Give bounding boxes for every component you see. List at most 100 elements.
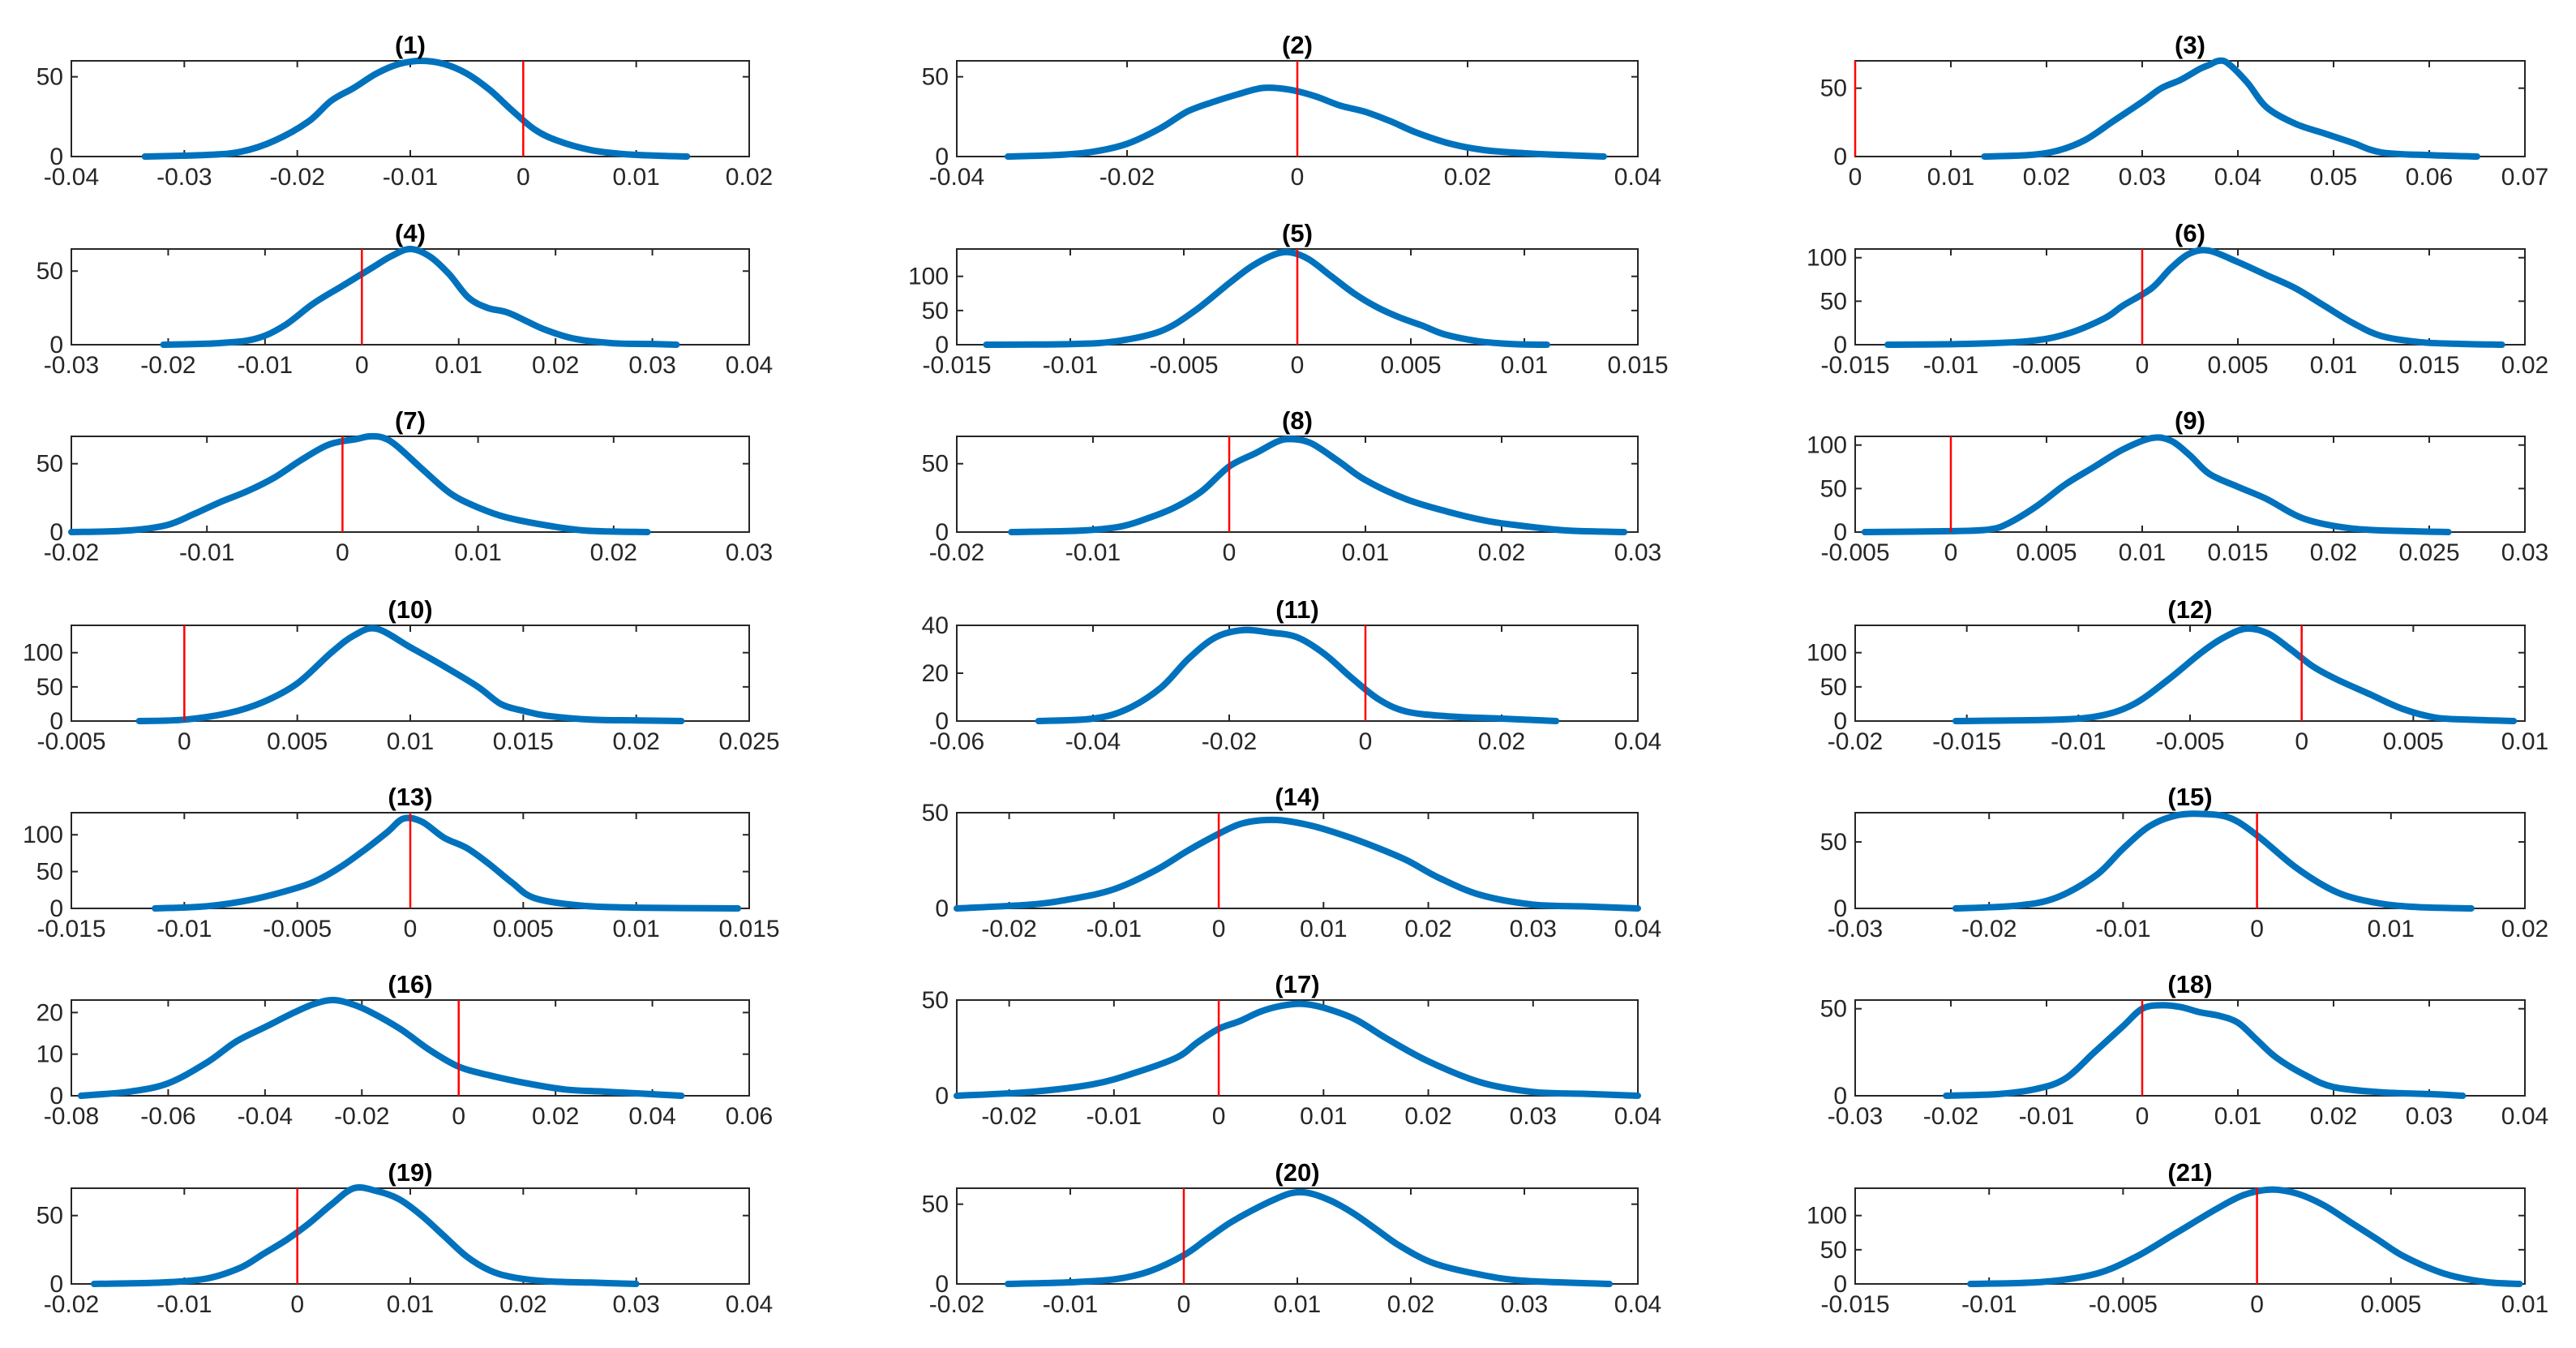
density-line-21 <box>1967 1186 2523 1287</box>
y-tick-label: 0 <box>1833 519 1847 546</box>
x-tick-label: 0 <box>1944 539 1958 566</box>
subplot-title-13: (13) <box>388 783 432 811</box>
density-line-8 <box>1008 436 1628 535</box>
x-tick-label: -0.015 <box>1820 1291 1889 1318</box>
x-tick-label: 0 <box>452 1103 465 1130</box>
x-tick-label: -0.02 <box>1923 1103 1978 1130</box>
subplot-title-12: (12) <box>2167 595 2212 624</box>
y-tick-label: 10 <box>36 1041 63 1068</box>
x-tick-label: -0.005 <box>1149 352 1218 379</box>
x-tick-label: -0.04 <box>44 164 99 191</box>
subplot-title-20: (20) <box>1275 1158 1319 1187</box>
x-tick-label: 0.01 <box>454 539 501 566</box>
y-tick-label: 100 <box>908 264 949 290</box>
x-tick-label: -0.02 <box>929 539 984 566</box>
plot-area-18 <box>1854 999 2526 1097</box>
y-tick-label: 0 <box>935 1083 949 1110</box>
x-tick-label: 0.01 <box>1342 539 1389 566</box>
plot-area-20 <box>956 1187 1639 1285</box>
x-tick-label: 0.01 <box>2214 1103 2261 1130</box>
x-tick-label: 0.07 <box>2501 164 2548 191</box>
x-tick-label: 0.005 <box>1380 352 1441 379</box>
x-tick-label: 0.02 <box>612 728 659 755</box>
x-tick-label: 0 <box>1177 1291 1191 1318</box>
x-tick-label: -0.01 <box>156 1291 212 1318</box>
x-tick-label: 0.04 <box>1614 1291 1661 1318</box>
x-tick-label: -0.02 <box>1961 916 2017 942</box>
subplot-7: -0.02 -0.01 0 0.01 0.02 0.03 0 50 (7) <box>36 406 774 566</box>
x-tick-label: -0.02 <box>1099 164 1155 191</box>
x-tick-label: 0 <box>1849 164 1862 191</box>
x-tick-label: 0.03 <box>2501 539 2548 566</box>
x-tick-label: 0.04 <box>1614 728 1661 755</box>
x-tick-label: 0.02 <box>1478 728 1525 755</box>
plot-area-9 <box>1854 436 2526 533</box>
y-tick-label: 20 <box>36 999 63 1026</box>
subplot-title-6: (6) <box>2175 219 2205 247</box>
y-tick-label: 0 <box>49 895 63 922</box>
density-line-1 <box>141 58 691 160</box>
density-line-20 <box>1005 1188 1613 1287</box>
x-tick-label: 0 <box>404 916 418 942</box>
subplot-13: -0.015 -0.01 -0.005 0 0.005 0.01 0.015 0 50 100 (1… <box>23 783 780 942</box>
density-line-16 <box>77 997 685 1099</box>
x-tick-label: -0.02 <box>44 1291 99 1318</box>
subplot-21: -0.015 -0.01 -0.005 0 0.005 0.01 0 50 100 (21) <box>1807 1158 2548 1318</box>
x-tick-label: 0 <box>516 164 530 191</box>
y-tick-label: 0 <box>935 1271 949 1298</box>
x-tick-label: 0.01 <box>2501 728 2548 755</box>
x-tick-label: -0.015 <box>1932 728 2001 755</box>
x-tick-label: -0.02 <box>981 916 1036 942</box>
x-tick-label: -0.015 <box>1820 352 1889 379</box>
subplot-9: -0.005 0 0.005 0.01 0.015 0.02 0.025 0.03050100… <box>1807 406 2548 566</box>
x-tick-label: 0 <box>2250 916 2264 942</box>
x-tick-label: 0.03 <box>628 352 675 379</box>
x-tick-label: 0.04 <box>726 1291 773 1318</box>
x-tick-label: -0.015 <box>922 352 991 379</box>
x-tick-label: 0.01 <box>1501 352 1548 379</box>
y-tick-label: 0 <box>1833 332 1847 358</box>
y-tick-label: 50 <box>1820 288 1847 315</box>
x-tick-label: 0.02 <box>1404 1103 1451 1130</box>
x-tick-label: -0.02 <box>1202 728 1257 755</box>
x-tick-label: 0.04 <box>2214 164 2261 191</box>
x-tick-label: 0.04 <box>1614 164 1661 191</box>
y-tick-label: 0 <box>49 519 63 546</box>
x-tick-label: -0.04 <box>929 164 984 191</box>
plot-area-15 <box>1854 812 2526 909</box>
x-tick-label: 0.01 <box>1927 164 1974 191</box>
x-tick-label: 0.06 <box>726 1103 773 1130</box>
subplot-6: -0.015 -0.01 -0.005 0 0.005 0.01 0.015 0.02 0 50 1… <box>1807 219 2548 379</box>
y-tick-label: 0 <box>1833 1083 1847 1110</box>
subplot-title-5: (5) <box>1282 219 1313 247</box>
subplot-title-15: (15) <box>2167 783 2212 811</box>
plot-area-6 <box>1854 248 2526 346</box>
x-tick-label: 0.025 <box>718 728 779 755</box>
x-tick-label: 0.03 <box>2406 1103 2453 1130</box>
x-tick-label: 0 <box>336 539 349 566</box>
plot-area-4 <box>71 248 750 346</box>
x-tick-label: 0.02 <box>499 1291 546 1318</box>
x-tick-label: 0.015 <box>2207 539 2268 566</box>
x-tick-label: 0 <box>1359 728 1373 755</box>
x-tick-label: 0.01 <box>435 352 482 379</box>
x-tick-label: -0.01 <box>156 916 212 942</box>
x-tick-label: 0.02 <box>1387 1291 1434 1318</box>
subplot-5: -0.015 -0.01 -0.005 0 0.005 0.01 0.015 0 50 100 (5… <box>908 219 1669 379</box>
density-line-14 <box>954 816 1641 912</box>
plot-area-11 <box>956 625 1639 722</box>
x-tick-label: 0.03 <box>726 539 773 566</box>
subplot-title-14: (14) <box>1275 783 1319 811</box>
plot-area-14 <box>956 812 1639 909</box>
subplot-3: 0 0.01 0.02 0.03 0.04 0.05 0.06 0.07 0 50 (3) <box>1820 31 2549 191</box>
x-tick-label: 0.01 <box>612 164 659 191</box>
x-tick-label: 0.02 <box>532 352 579 379</box>
x-tick-label: 0.05 <box>2310 164 2357 191</box>
x-tick-label: 0.02 <box>2023 164 2070 191</box>
x-tick-label: 0.06 <box>2406 164 2453 191</box>
x-tick-label: 0.01 <box>2119 539 2166 566</box>
x-tick-label: 0.02 <box>2310 539 2357 566</box>
subplot-19: -0.02 -0.01 0 0.01 0.02 0.03 0.04 0 50 (19) <box>36 1158 774 1318</box>
y-tick-label: 50 <box>1820 674 1847 701</box>
subplot-title-8: (8) <box>1282 406 1313 435</box>
